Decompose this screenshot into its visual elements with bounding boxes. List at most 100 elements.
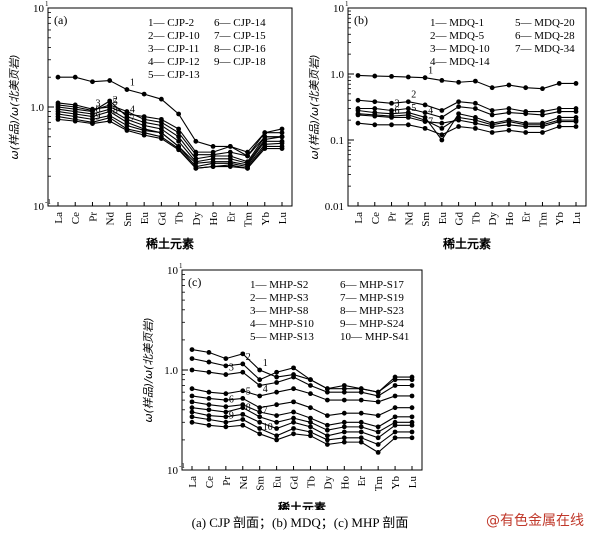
x-tick-label: Nd [238, 476, 250, 490]
data-point [540, 124, 545, 129]
data-point [341, 397, 347, 403]
data-point [72, 74, 78, 80]
data-point [240, 361, 246, 367]
data-point [240, 395, 246, 401]
y-tick-label: 1.0 [164, 365, 178, 377]
series-line-6 [357, 114, 576, 128]
data-point [392, 429, 398, 435]
legend-entry: 8— MHP-S23 [340, 305, 404, 317]
data-point [324, 386, 330, 392]
data-point [422, 119, 428, 125]
data-point [573, 81, 579, 86]
series-label: 9 [95, 112, 100, 123]
data-point [206, 359, 212, 365]
data-point [176, 134, 182, 140]
series-label: 3 [95, 99, 100, 110]
data-point [90, 121, 95, 126]
data-point [506, 106, 512, 111]
data-point [392, 377, 398, 383]
data-point [358, 424, 364, 430]
series-line-4 [357, 109, 576, 141]
series-label: 1 [263, 358, 268, 369]
data-point [375, 413, 381, 418]
data-point [176, 138, 182, 144]
x-tick-label: Lu [277, 212, 289, 225]
data-point [55, 74, 61, 80]
data-point [523, 124, 529, 129]
data-point [176, 126, 182, 132]
data-point [274, 413, 280, 418]
legend-entry: 8— CJP-16 [214, 43, 266, 55]
data-point [540, 130, 545, 135]
series-label: 3 [229, 363, 234, 374]
legend-entry: 3— CJP-11 [148, 43, 199, 55]
data-point [324, 422, 330, 428]
legend-entry: 4— CJP-12 [148, 56, 200, 68]
data-point [227, 143, 233, 149]
x-tick-label: La [187, 476, 199, 488]
data-point [176, 147, 182, 153]
x-tick-label: Dy [487, 212, 499, 226]
data-point [240, 411, 246, 417]
data-point [189, 414, 195, 420]
data-point [573, 119, 579, 125]
data-point [107, 115, 113, 121]
data-point [472, 78, 478, 84]
y-tick-label: 10 [33, 3, 45, 15]
x-tick-label: Eu [139, 212, 151, 225]
data-point [124, 87, 130, 92]
x-tick-label: Ce [204, 476, 216, 488]
data-point [274, 402, 280, 408]
x-tick-label: Tm [537, 212, 549, 228]
data-point [392, 414, 398, 420]
series-line-5 [57, 108, 283, 164]
legend-entry: 1— MHP-S2 [250, 279, 308, 291]
data-point [189, 347, 195, 352]
data-point [341, 429, 347, 435]
x-tick-label: Tb [470, 212, 482, 225]
series-line-1 [58, 76, 283, 153]
data-point [158, 123, 164, 128]
data-point [506, 122, 512, 128]
legend-entry: 1— MDQ-1 [430, 17, 484, 29]
legend-entry: 7— CJP-15 [214, 30, 266, 42]
data-point [355, 73, 361, 78]
data-point [279, 126, 285, 132]
data-point [392, 393, 398, 399]
x-tick-label: La [53, 212, 65, 224]
data-point [324, 397, 330, 403]
data-point [141, 132, 147, 138]
data-point [405, 115, 411, 120]
data-point [257, 393, 263, 399]
data-point [223, 414, 229, 420]
series-line-9 [57, 118, 282, 169]
series-line-4 [191, 388, 412, 403]
x-tick-label: Nd [403, 212, 415, 226]
y-axis-title: ω(样品)/ω(北美页岩) [142, 317, 155, 422]
x-axis-title: 稀土元素 [443, 236, 491, 251]
series-line-5 [191, 395, 412, 417]
data-point [206, 422, 212, 428]
data-point [107, 109, 113, 114]
data-point [324, 427, 330, 433]
data-point [556, 119, 562, 125]
y-tick-label: 10 [33, 201, 45, 213]
series-label: 10 [263, 422, 273, 433]
data-point [210, 143, 216, 149]
series-line-4 [57, 100, 282, 163]
data-point [257, 405, 263, 411]
data-point [324, 389, 330, 395]
data-point [358, 429, 364, 435]
data-point [308, 405, 313, 411]
data-point [439, 115, 445, 120]
data-point [291, 419, 296, 425]
series-label: 6 [229, 395, 234, 406]
data-point [291, 365, 296, 371]
x-tick-label: Gd [156, 212, 168, 226]
data-point [375, 389, 381, 395]
series-line-10 [191, 421, 412, 454]
data-point [409, 414, 415, 420]
data-point [240, 422, 246, 428]
legend-entry: 5— MHP-S13 [250, 331, 314, 343]
data-point [124, 123, 130, 128]
